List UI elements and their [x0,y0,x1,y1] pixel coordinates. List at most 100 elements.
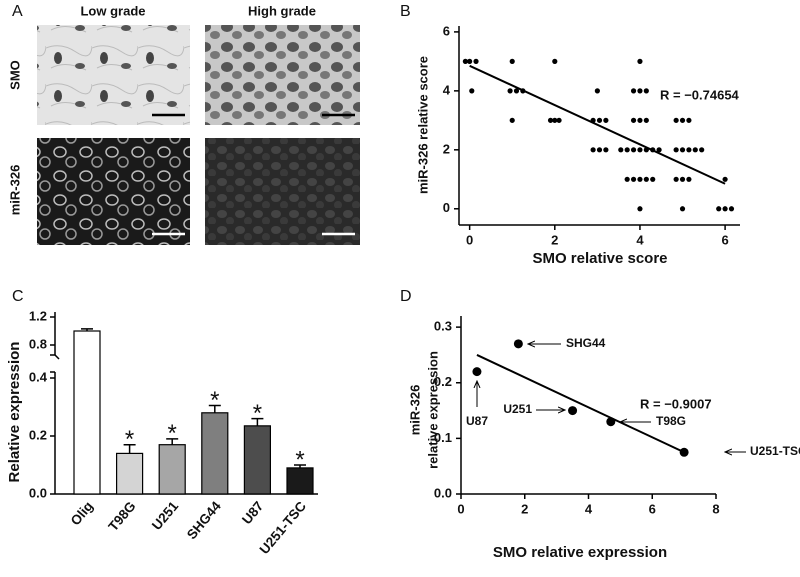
annotation: R = −0.9007 [640,396,712,411]
error-bar [81,328,93,331]
point [513,339,523,349]
bar [243,425,271,495]
point [673,176,679,182]
x-tick-label: 2 [521,501,528,516]
panel-letter: B [400,3,411,20]
point-label: U87 [466,414,488,428]
y-tick-label: 0 [443,200,450,215]
panel-letter: A [12,3,23,20]
panel-letter: C [12,288,24,305]
y-tick-label: 0.0 [29,485,47,500]
bar [201,412,229,495]
point [552,117,558,123]
y-tick-label: 0.0 [434,485,452,500]
y-tick-label: 0.3 [434,319,452,334]
fit-line [476,354,685,454]
point [467,58,473,64]
x-tick-label: Olig [68,499,96,529]
point [596,117,603,123]
y-tick-label: 0.2 [29,427,47,442]
point [469,88,475,94]
fit-line [469,64,726,185]
point [686,117,692,123]
micrograph [37,138,190,245]
significance-mark: * [253,400,262,427]
error-bar [166,438,179,445]
point [722,206,728,212]
y-tick-label: 2 [443,141,450,156]
point [513,88,520,94]
point [679,206,686,212]
point [630,176,637,182]
y-axis-title: miR-326 relative score [415,56,430,194]
point [679,117,686,123]
point [679,147,686,153]
error-bar [208,404,221,413]
point [728,206,735,212]
y-tick-label: 0.2 [434,374,452,389]
x-tick-label: 0 [457,501,464,516]
point [590,117,596,123]
point [643,88,649,94]
column-label: High grade [248,3,316,18]
point [722,176,728,182]
y-axis-title: relative expression [425,351,440,469]
y-axis-title: miR-326 [407,385,422,436]
error-bar [123,443,136,454]
point [643,147,649,153]
point-label: SHG44 [566,336,606,350]
axis-break [50,354,60,373]
point [618,147,624,153]
point [509,117,515,123]
point [637,147,643,153]
point [624,176,630,182]
x-tick-label: 2 [551,232,558,247]
point [462,58,468,64]
point [596,147,603,153]
point [556,117,562,123]
y-tick-label: 0.1 [434,430,452,445]
y-axis-title: Relative expression [6,342,23,483]
error-bar [251,417,264,426]
point [507,88,513,94]
x-tick-label: 4 [636,232,644,247]
point [637,176,643,182]
point [679,447,689,457]
point [624,147,630,153]
point [692,147,698,153]
point-label: U251-TSC [750,444,800,458]
point [656,147,662,153]
point [472,367,482,377]
significance-mark: * [168,420,177,447]
x-tick-label: 6 [649,501,656,516]
point [650,176,656,182]
significance-mark: * [125,426,134,453]
y-tick-label: 1.2 [29,308,47,323]
x-tick-label: 8 [712,501,719,516]
point [699,147,705,153]
column-label: Low grade [80,3,145,18]
point [673,117,679,123]
row-label: SMO [7,60,22,90]
significance-mark: * [295,446,304,473]
micrograph [37,25,190,125]
point [637,117,643,123]
micrograph [205,25,360,125]
point [643,117,649,123]
point [679,176,686,182]
point [630,117,637,123]
annotation: R = −0.74654 [660,87,740,102]
point-label: U251 [503,402,532,416]
x-axis-title: SMO relative expression [493,544,667,561]
point [716,206,722,212]
point [594,88,600,94]
error-bar [294,464,306,468]
point [637,88,643,94]
x-tick-label: 0 [466,232,473,247]
row-label: miR-326 [7,165,22,216]
bar [158,444,186,495]
y-tick-label: 0.8 [29,336,47,351]
point [473,58,479,64]
point [547,117,554,123]
